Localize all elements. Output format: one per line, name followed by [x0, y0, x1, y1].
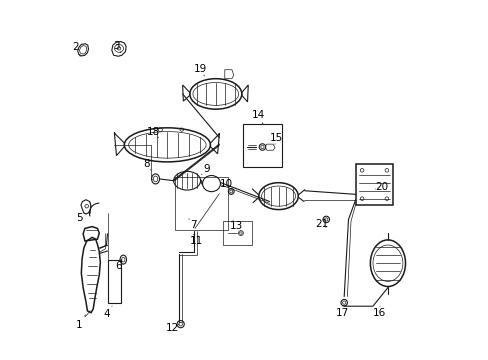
Text: 9: 9 — [203, 164, 210, 174]
Text: 7: 7 — [190, 220, 197, 230]
Text: 1: 1 — [76, 320, 82, 330]
Text: 19: 19 — [194, 64, 207, 74]
Text: 15: 15 — [269, 133, 283, 143]
Text: 14: 14 — [251, 111, 264, 121]
Text: 12: 12 — [165, 323, 178, 333]
Text: 21: 21 — [314, 219, 327, 229]
Text: 6: 6 — [115, 261, 122, 271]
Text: 10: 10 — [220, 179, 233, 189]
Text: 8: 8 — [143, 159, 150, 169]
Text: 20: 20 — [374, 182, 387, 192]
Text: 4: 4 — [103, 310, 109, 319]
Text: 18: 18 — [146, 127, 160, 136]
Bar — [355, 164, 392, 205]
Text: 11: 11 — [189, 236, 203, 246]
Text: 17: 17 — [335, 308, 348, 318]
Text: 2: 2 — [72, 42, 79, 52]
Text: 3: 3 — [113, 41, 120, 50]
Text: 16: 16 — [371, 308, 385, 318]
Text: 13: 13 — [229, 221, 243, 231]
Text: 5: 5 — [76, 213, 82, 222]
